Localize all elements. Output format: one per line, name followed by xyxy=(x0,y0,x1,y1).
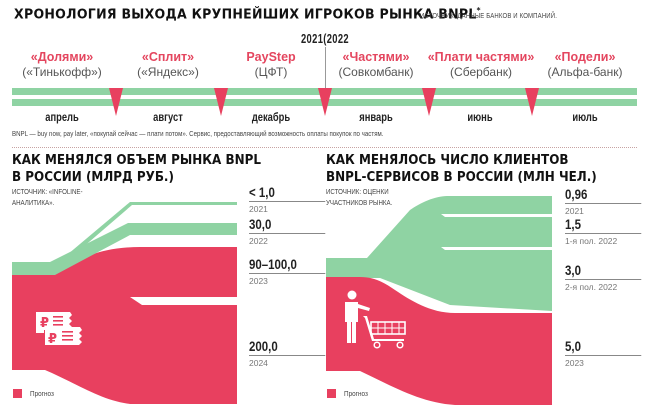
value-number: < 1,0 xyxy=(249,185,326,202)
timeline-source: ИСТОЧНИК: ДАННЫЕ БАНКОВ И КОМПАНИЙ. xyxy=(420,11,558,20)
timeline-marker-icon xyxy=(525,88,539,116)
svg-text:₽: ₽ xyxy=(40,316,49,331)
value-period: 2023 xyxy=(249,276,268,286)
timeline-marker-icon xyxy=(318,88,332,116)
right-value-2023: 5,0 2023 xyxy=(565,339,642,369)
right-chart-title-line1: КАК МЕНЯЛОСЬ ЧИСЛО КЛИЕНТОВ xyxy=(326,153,569,168)
footnote-mark: * xyxy=(476,6,481,15)
page-title: ХРОНОЛОГИЯ ВЫХОДА КРУПНЕЙШИХ ИГРОКОВ РЫН… xyxy=(14,6,481,23)
left-chart-title: КАК МЕНЯЛСЯ ОБЪЕМ РЫНКА BNPL В РОССИИ (М… xyxy=(12,152,283,186)
ruble-receipts-icon: ₽ ₽ xyxy=(36,312,82,347)
shopper-cart-icon xyxy=(345,290,406,349)
value-number: 90–100,0 xyxy=(249,257,326,274)
right-chart-title-line2: BNPL-СЕРВИСОВ В РОССИИ (МЛН ЧЕЛ.) xyxy=(326,170,597,185)
player-name: «Подели» xyxy=(554,50,616,64)
left-source-line2: АНАЛИТИКА». xyxy=(12,198,55,207)
right-source-line1: ИСТОЧНИК: ОЦЕНКИ xyxy=(326,187,389,196)
right-value-h2-2022: 3,0 2-я пол. 2022 xyxy=(565,263,642,293)
player-bank: (Альфа-банк) xyxy=(547,65,623,79)
left-value-2022: 30,0 2022 xyxy=(249,217,326,247)
forecast-swatch xyxy=(13,389,22,398)
left-value-2023: 90–100,0 2023 xyxy=(249,257,326,287)
right-chart-title: КАК МЕНЯЛОСЬ ЧИСЛО КЛИЕНТОВ BNPL-СЕРВИСО… xyxy=(326,152,620,186)
timeline-player: PayStep (ЦФТ) xyxy=(219,50,323,80)
timeline-month: апрель xyxy=(45,110,79,124)
legend-label: Прогноз xyxy=(344,389,368,398)
value-number: 0,96 xyxy=(565,187,642,204)
value-number: 30,0 xyxy=(249,217,326,234)
value-number: 200,0 xyxy=(249,339,326,356)
left-value-2021: < 1,0 2021 xyxy=(249,185,326,215)
player-bank: (Совкомбанк) xyxy=(338,65,414,79)
player-name: «Сплит» xyxy=(141,50,195,64)
left-chart-title-line2: В РОССИИ (МЛРД РУБ.) xyxy=(12,170,174,185)
value-period: 2023 xyxy=(565,358,584,368)
page-title-text: ХРОНОЛОГИЯ ВЫХОДА КРУПНЕЙШИХ ИГРОКОВ РЫН… xyxy=(14,6,477,23)
left-chart-flow: ₽ ₽ xyxy=(12,202,237,404)
left-chart-title-line1: КАК МЕНЯЛСЯ ОБЪЕМ РЫНКА BNPL xyxy=(12,153,261,168)
player-name: «Долями» xyxy=(30,50,94,64)
player-name: «Частями» xyxy=(342,50,410,64)
timeline-month: декабрь xyxy=(251,110,291,124)
value-period: 1-я пол. 2022 xyxy=(565,236,618,246)
value-number: 3,0 xyxy=(565,263,642,280)
player-name: PayStep xyxy=(246,50,296,64)
value-period: 2024 xyxy=(249,358,268,368)
timeline-marker-icon xyxy=(214,88,228,116)
right-source-line2: УЧАСТНИКОВ РЫНКА. xyxy=(326,198,393,207)
player-bank: (Сбербанк) xyxy=(450,65,512,79)
right-value-2021: 0,96 2021 xyxy=(565,187,642,217)
value-period: 2022 xyxy=(249,236,268,246)
forecast-swatch xyxy=(327,389,336,398)
value-period: 2-я пол. 2022 xyxy=(565,282,618,292)
left-value-2024: 200,0 2024 xyxy=(249,339,326,369)
left-source-line1: ИСТОЧНИК: «INFOLINE- xyxy=(12,187,83,196)
svg-text:₽: ₽ xyxy=(48,332,57,347)
left-legend: Прогноз xyxy=(13,389,58,398)
value-number: 1,5 xyxy=(565,217,642,234)
timeline-month: январь xyxy=(359,110,393,124)
timeline-month: август xyxy=(153,110,183,124)
year-split-label: 2021(2022 xyxy=(300,31,349,46)
timeline-player: «Подели» (Альфа-банк) xyxy=(533,50,637,80)
left-chart-source: ИСТОЧНИК: «INFOLINE- АНАЛИТИКА». xyxy=(12,186,98,208)
bnpl-footnote: BNPL — buy now, pay later, «покупай сейч… xyxy=(12,129,384,138)
right-legend: Прогноз xyxy=(327,389,372,398)
section-divider xyxy=(12,147,637,148)
timeline-month: июнь xyxy=(467,110,493,124)
player-bank: (ЦФТ) xyxy=(254,65,288,79)
value-period: 2021 xyxy=(565,206,584,216)
year-divider-line xyxy=(325,47,326,89)
player-bank: («Тинькофф») xyxy=(22,65,102,79)
timeline-player: «Долями» («Тинькофф») xyxy=(10,50,114,80)
timeline-month: июль xyxy=(572,110,598,124)
value-number: 5,0 xyxy=(565,339,642,356)
value-period: 2021 xyxy=(249,204,268,214)
legend-label: Прогноз xyxy=(30,389,54,398)
right-value-h1-2022: 1,5 1-я пол. 2022 xyxy=(565,217,642,247)
timeline-player: «Сплит» («Яндекс») xyxy=(116,50,220,80)
timeline-player: «Частями» (Совкомбанк) xyxy=(324,50,428,80)
right-chart-source: ИСТОЧНИК: ОЦЕНКИ УЧАСТНИКОВ РЫНКА. xyxy=(326,186,407,208)
timeline-marker-icon xyxy=(422,88,436,116)
timeline-marker-icon xyxy=(109,88,123,116)
timeline-player: «Плати частями» (Сбербанк) xyxy=(426,50,536,80)
player-bank: («Яндекс») xyxy=(137,65,199,79)
player-name: «Плати частями» xyxy=(427,50,535,64)
